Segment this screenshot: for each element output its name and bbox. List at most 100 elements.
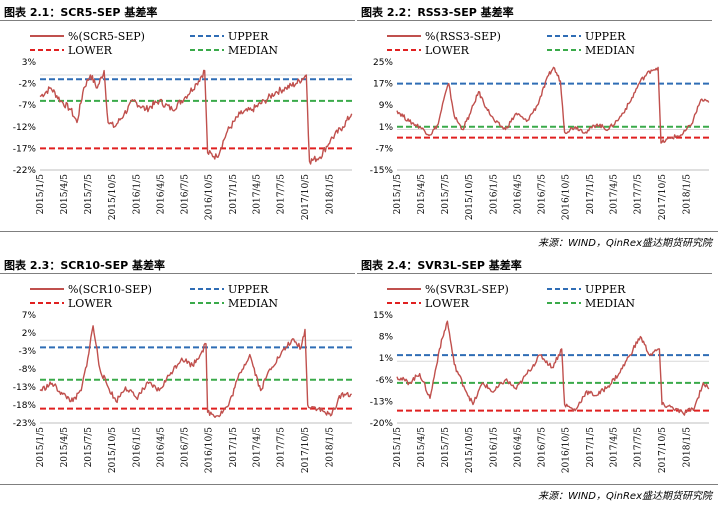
data-point [39,96,40,97]
x-tick-label: 2018/1/5 [682,427,692,468]
line-chart-scr5: %(SCR5-SEP) UPPER LOWER MEDIAN 3% -2% -7% -12% -… [13,30,353,220]
source-divider [0,231,718,232]
x-tick-label: 2016/7/5 [180,174,190,215]
y-tick-label: -23% [13,419,37,429]
x-tick-label: 2015/1/5 [393,427,403,468]
x-tick-label: 2015/10/5 [465,427,475,473]
data-point [448,83,449,84]
y-tick-label: -15% [370,166,394,176]
data-point [52,383,53,384]
legend-lower-label: LOWER [425,44,470,57]
data-point [239,113,240,114]
x-tick-label: 2017/10/5 [658,174,668,220]
source-note: 来源：WIND，QinRex盛达期货研究院 [537,491,712,502]
legend-median-label: MEDIAN [585,297,635,310]
data-point [218,415,219,416]
data-point [537,105,538,106]
data-point [596,395,597,396]
x-tick-label: 2016/1/5 [132,174,142,215]
data-point [482,382,483,383]
x-tick-label: 2015/4/5 [417,427,427,468]
data-point [526,121,527,122]
data-point [207,412,208,413]
x-tick-label: 2017/4/5 [610,174,620,215]
data-point [304,329,305,330]
data-point [60,100,61,101]
data-point [264,100,265,101]
x-tick-label: 2015/7/5 [84,427,94,468]
data-point [700,99,701,100]
data-point [419,126,420,127]
data-point [192,365,193,366]
data-point [618,373,619,374]
data-point [561,348,562,349]
data-point [564,404,565,405]
data-point [342,126,343,127]
x-tick-label: 2015/4/5 [60,427,70,468]
data-point [148,383,149,384]
y-tick-label: 2% [22,329,37,339]
data-point [516,113,517,114]
title-divider [357,20,712,21]
title-divider [0,273,355,274]
data-point [196,83,197,84]
data-point [83,87,84,88]
y-tick-label: -20% [370,419,394,429]
chart-panel-scr10: 图表 2.3：SCR10-SEP 基差率 %(SCR10-SEP) UPPER LO… [0,253,355,481]
data-point [548,75,549,76]
x-tick-label: 2016/10/5 [562,427,572,473]
data-point [683,413,684,414]
data-point [159,390,160,391]
data-point [657,67,658,68]
x-tick-label: 2016/4/5 [156,427,166,468]
y-tick-label: -18% [13,401,37,411]
data-point [660,142,661,143]
data-point [396,376,397,377]
y-tick-label: -3% [18,347,36,357]
data-point [185,96,186,97]
x-tick-label: 2017/4/5 [253,174,263,215]
data-point [319,156,320,157]
data-point [207,152,208,153]
data-point [351,113,352,114]
y-tick-label: -13% [13,383,37,393]
x-tick-label: 2015/1/5 [393,174,403,215]
x-tick-label: 2017/4/5 [610,427,620,468]
data-point [708,102,709,103]
x-tick-label: 2016/4/5 [513,174,523,215]
data-point [136,397,137,398]
data-point [540,355,541,356]
data-point [493,392,494,393]
data-point [505,129,506,130]
y-tick-label: 15% [373,311,393,321]
series-line [396,320,710,416]
x-tick-label: 2016/10/5 [205,427,215,473]
data-point [330,139,331,140]
data-point [204,70,205,71]
data-point [661,404,662,405]
line-chart-rss3: %(RSS3-SEP) UPPER LOWER MEDIAN 25% 17% 9% 1% -7%… [370,30,710,220]
chart-panel-svr3l: 图表 2.4：SVR3L-SEP 基差率 %(SVR3L-SEP) UPPER LO… [357,253,712,481]
source-note: 来源：WIND，QinRex盛达期货研究院 [537,238,712,249]
data-point [172,109,173,110]
x-tick-label: 2015/1/5 [36,174,46,215]
data-point [181,358,182,359]
data-point [239,372,240,373]
legend-series-label: %(SCR5-SEP) [68,30,145,43]
data-point [443,99,444,100]
x-tick-label: 2015/4/5 [60,174,70,215]
x-tick-label: 2015/10/5 [108,427,118,473]
data-point [463,385,464,386]
data-point [494,121,495,122]
data-point [486,107,487,108]
x-tick-label: 2015/1/5 [36,427,46,468]
data-point [269,368,270,369]
y-tick-label: -8% [18,365,36,375]
data-point [472,404,473,405]
y-tick-label: 7% [22,311,37,321]
y-tick-label: 3% [22,58,37,68]
y-tick-label: -17% [13,144,37,154]
x-tick-label: 2016/4/5 [156,174,166,215]
data-point [70,109,71,110]
chart-title: 图表 2.4：SVR3L-SEP 基差率 [361,259,522,272]
